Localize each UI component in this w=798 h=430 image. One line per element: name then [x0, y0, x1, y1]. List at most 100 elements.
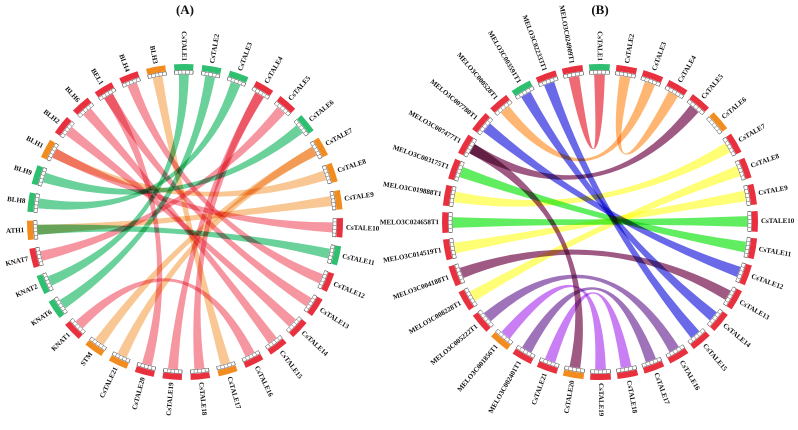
segment-track	[35, 246, 44, 267]
scale-tick	[143, 364, 146, 368]
scale-tick	[648, 78, 650, 83]
scale-tick	[286, 329, 289, 333]
segment-band	[146, 65, 166, 75]
scale-tick	[711, 122, 715, 126]
scale-tick	[245, 357, 247, 361]
circos-panel-b: (B) CsTALE1 CsTALE2 CsTALE3 CsTALE4CsTALE5C…	[380, 2, 795, 417]
scale-tick	[121, 356, 124, 360]
scale-tick	[37, 257, 42, 259]
scale-tick	[139, 77, 141, 81]
scale-tick	[310, 300, 314, 304]
segment-band	[535, 70, 558, 84]
segment-label: CsTALE3	[650, 41, 668, 72]
scale-tick	[39, 177, 44, 180]
scale-tick	[735, 281, 739, 283]
segment-band	[491, 332, 511, 350]
scale-tick	[482, 126, 486, 129]
segment-track	[448, 212, 453, 233]
scale-tick	[679, 346, 682, 350]
segment-band	[243, 354, 264, 368]
ribbons-group-a	[37, 74, 333, 370]
segment-label: MELO3C002401T1	[487, 359, 524, 415]
scale-tick	[74, 323, 78, 327]
segment-label: MELO3C003175T1	[392, 143, 451, 171]
scale-tick	[722, 137, 726, 140]
scale-tick	[60, 305, 64, 309]
scale-tick	[450, 197, 454, 199]
scale-tick	[495, 329, 499, 332]
segment-band	[331, 245, 342, 266]
segment-label: CsTALE13	[318, 306, 351, 331]
segment-band	[448, 158, 461, 181]
scale-tick	[467, 148, 471, 151]
segment-label: CsTALE19	[165, 382, 176, 416]
scale-tick	[501, 334, 504, 338]
scale-tick	[568, 366, 570, 371]
scale-tick	[88, 104, 92, 108]
scale-tick	[745, 192, 749, 195]
scale-tick	[634, 74, 636, 79]
scale-tick	[72, 320, 76, 324]
scale-tick	[538, 83, 540, 87]
scale-tick	[265, 346, 268, 350]
scale-tick	[208, 368, 210, 372]
segment-band	[65, 320, 83, 339]
link-ribbon	[152, 76, 231, 366]
scale-tick	[45, 279, 49, 282]
link-ribbon	[615, 75, 678, 155]
scale-tick	[305, 306, 310, 310]
scale-tick	[80, 112, 83, 116]
segment-label: CsTALE16	[678, 359, 702, 392]
scale-tick	[554, 363, 556, 367]
scale-tick	[271, 341, 274, 346]
scale-tick	[669, 352, 672, 356]
segment-band	[562, 369, 585, 380]
scale-tick	[50, 289, 54, 292]
scale-tick	[651, 80, 654, 84]
segment-band	[666, 79, 688, 96]
link-ribbon	[452, 216, 748, 228]
link-ribbon	[193, 92, 264, 370]
scale-tick	[315, 150, 319, 153]
segment-label: KNAT1	[50, 331, 73, 353]
scale-tick	[741, 266, 745, 268]
scale-tick	[461, 282, 465, 284]
segment-label: CsTALE12	[332, 280, 366, 300]
segment-track	[615, 71, 636, 79]
scale-tick	[739, 270, 744, 272]
segment-band	[709, 112, 728, 132]
link-ribbon	[52, 148, 333, 233]
segment-label: CsTALE2	[208, 33, 221, 64]
scale-tick	[43, 275, 48, 278]
segment-band	[536, 361, 559, 374]
scale-tick	[553, 77, 555, 82]
scale-tick	[264, 94, 267, 98]
scale-tick	[327, 182, 332, 185]
scale-tick	[36, 250, 40, 252]
scale-tick	[564, 365, 566, 370]
scale-tick	[469, 297, 474, 301]
scale-tick	[296, 122, 300, 125]
scale-tick	[466, 291, 470, 294]
scale-tick	[313, 147, 318, 150]
scale-tick	[311, 297, 316, 300]
scale-tick	[230, 362, 233, 367]
segment-label: MELO3C008228T1	[408, 299, 464, 336]
segment-band	[27, 192, 36, 213]
segment-track	[216, 361, 236, 371]
segment-track	[743, 237, 751, 258]
scale-tick	[630, 73, 632, 78]
scale-tick	[251, 86, 254, 91]
segment-band	[162, 372, 182, 380]
segment-band	[325, 162, 338, 183]
scale-tick	[529, 353, 532, 357]
segment-band	[267, 338, 287, 355]
scale-tick	[503, 104, 507, 108]
scale-tick	[92, 339, 95, 343]
scale-tick	[36, 193, 40, 195]
scale-tick	[652, 360, 655, 364]
segment-band	[333, 189, 343, 210]
segment-band	[616, 369, 639, 380]
segment-label: MELO3C022333T1	[521, 14, 549, 73]
